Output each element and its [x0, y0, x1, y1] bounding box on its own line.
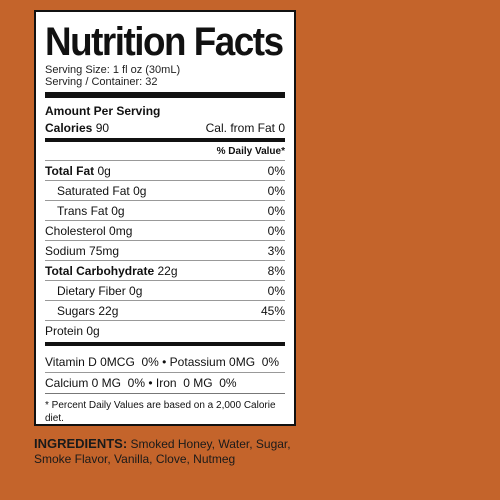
- nutrient-dv: 3%: [267, 243, 285, 258]
- footnote-divider: [45, 393, 285, 394]
- nutrient-row-trans-fat: Trans Fat 0g 0%: [45, 200, 285, 220]
- nutrient-row-dietary-fiber: Dietary Fiber 0g 0%: [45, 280, 285, 300]
- nutrient-amount: 0mg: [109, 223, 133, 238]
- vitamins-row-2: Calcium 0 MG 0% • Iron 0 MG 0%: [45, 372, 285, 393]
- nutrient-amount: 0g: [86, 323, 100, 338]
- nutrient-name: Cholesterol: [45, 223, 106, 238]
- calories-value: 90: [95, 121, 110, 135]
- nutrient-amount: 0g: [97, 163, 111, 178]
- cal-from-fat: Cal. from Fat 0: [205, 121, 285, 135]
- nutrient-name: Dietary Fiber: [57, 283, 126, 298]
- nutrient-dv: 8%: [267, 263, 285, 278]
- nutrient-dv: 0%: [267, 203, 285, 218]
- vitamins-row-1: Vitamin D 0MCG 0% • Potassium 0MG 0%: [45, 352, 285, 372]
- nutrient-name: Sugars: [57, 303, 96, 318]
- nutrient-name: Saturated Fat: [57, 183, 130, 198]
- nutrient-row-saturated-fat: Saturated Fat 0g 0%: [45, 180, 285, 200]
- dv-header-text: % Daily Value*: [216, 145, 285, 157]
- nutrient-amount: 22g: [98, 303, 119, 318]
- thick-divider: [45, 92, 285, 98]
- amount-per-serving: Amount Per Serving: [45, 104, 161, 118]
- nutrient-dv: 45%: [260, 303, 285, 318]
- nutrient-dv: 0%: [267, 163, 285, 178]
- calories-row: Calories 90 Cal. from Fat 0: [45, 118, 285, 138]
- nutrient-name: Trans Fat: [57, 203, 108, 218]
- vitamins-text-2: Calcium 0 MG 0% • Iron 0 MG 0%: [45, 376, 237, 390]
- nutrient-amount: 22g: [157, 263, 178, 278]
- nutrient-name: Protein: [45, 323, 84, 338]
- nutrient-amount: 75mg: [89, 243, 120, 258]
- daily-value-header: % Daily Value*: [45, 142, 285, 160]
- nutrient-name: Sodium: [45, 243, 86, 258]
- vitamins-text-1: Vitamin D 0MCG 0% • Potassium 0MG 0%: [45, 355, 280, 369]
- nutrient-name: Total Carbohydrate: [45, 263, 155, 278]
- ingredients-label: INGREDIENTS:: [34, 436, 128, 451]
- nutrient-dv: 0%: [267, 283, 285, 298]
- nutrient-dv: 0%: [267, 183, 285, 198]
- medium-divider: [45, 138, 285, 142]
- nutrient-row-cholesterol: Cholesterol 0mg 0%: [45, 220, 285, 240]
- nutrient-amount: 0g: [111, 203, 125, 218]
- nutrient-amount: 0g: [129, 283, 143, 298]
- nutrient-row-total-fat: Total Fat 0g 0%: [45, 160, 285, 180]
- nutrient-name: Total Fat: [45, 163, 95, 178]
- nutrient-row-sodium: Sodium 75mg 3%: [45, 240, 285, 260]
- label-title: Nutrition Facts: [45, 20, 284, 64]
- nutrition-facts-panel: Nutrition Facts Serving Size: 1 fl oz (3…: [34, 10, 296, 426]
- daily-value-footnote: * Percent Daily Values are based on a 2,…: [45, 400, 276, 424]
- ingredients-block: INGREDIENTS: Smoked Honey, Water, Sugar,…: [34, 436, 304, 467]
- calories-label: Calories: [45, 121, 93, 135]
- nutrient-row-protein: Protein 0g: [45, 320, 285, 340]
- nutrient-row-total-carbohydrate: Total Carbohydrate 22g 8%: [45, 260, 285, 280]
- ingredients-text: Smoked Honey, Water, Sugar, Smoke Flavor…: [34, 437, 291, 466]
- nutrient-row-sugars: Sugars 22g 45%: [45, 300, 285, 320]
- nutrient-dv: 0%: [267, 223, 285, 238]
- calories-cell: Calories 90: [45, 121, 109, 135]
- serving-size: Serving Size: 1 fl oz (30mL): [45, 64, 181, 76]
- nutrient-amount: 0g: [133, 183, 147, 198]
- servings-per-container: Serving / Container: 32: [45, 76, 158, 88]
- vitamins-divider: [45, 342, 285, 346]
